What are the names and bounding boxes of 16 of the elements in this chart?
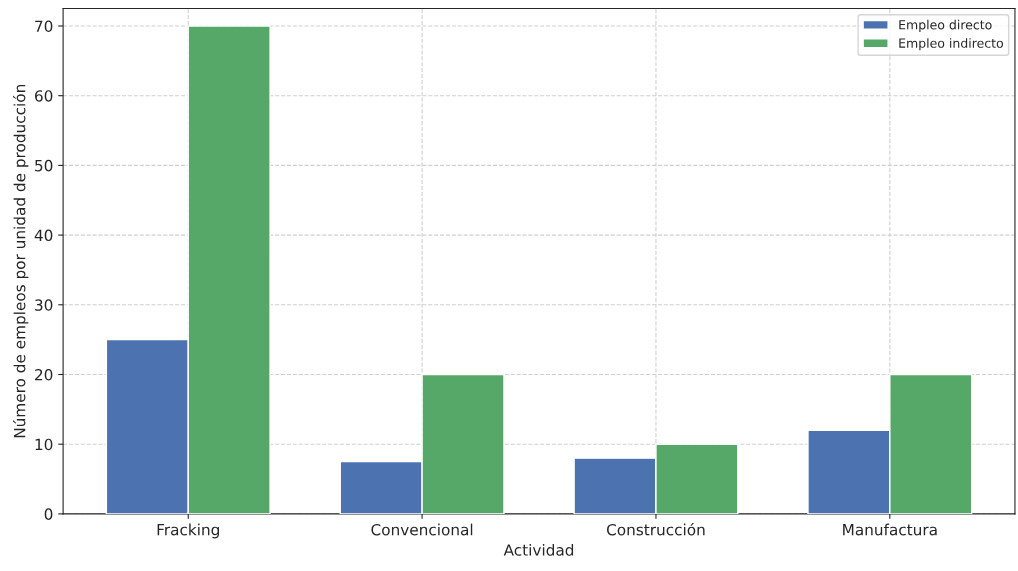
y-tick-label: 60 <box>35 90 53 102</box>
y-tick-label: 20 <box>35 368 53 381</box>
y-tick-label: 40 <box>34 229 53 242</box>
y-tick-label: 70 <box>35 20 53 33</box>
legend-label: Empleo directo <box>899 19 992 32</box>
x-tick-label: Construcción <box>606 523 705 536</box>
y-tick-label: 10 <box>35 438 53 451</box>
y-tick-label: 30 <box>35 299 53 311</box>
y-tick-label: 0 <box>44 508 53 520</box>
x-tick-label: Fracking <box>157 523 219 539</box>
y-axis-title: Número de empleos por unidad de producción <box>13 85 29 438</box>
legend-label: Empleo indirecto <box>899 38 1004 51</box>
x-axis-title: Actividad <box>503 543 574 556</box>
y-tick-label: 50 <box>35 159 53 172</box>
x-tick-label: Convencional <box>371 523 473 536</box>
x-tick-label: Manufactura <box>843 523 937 536</box>
